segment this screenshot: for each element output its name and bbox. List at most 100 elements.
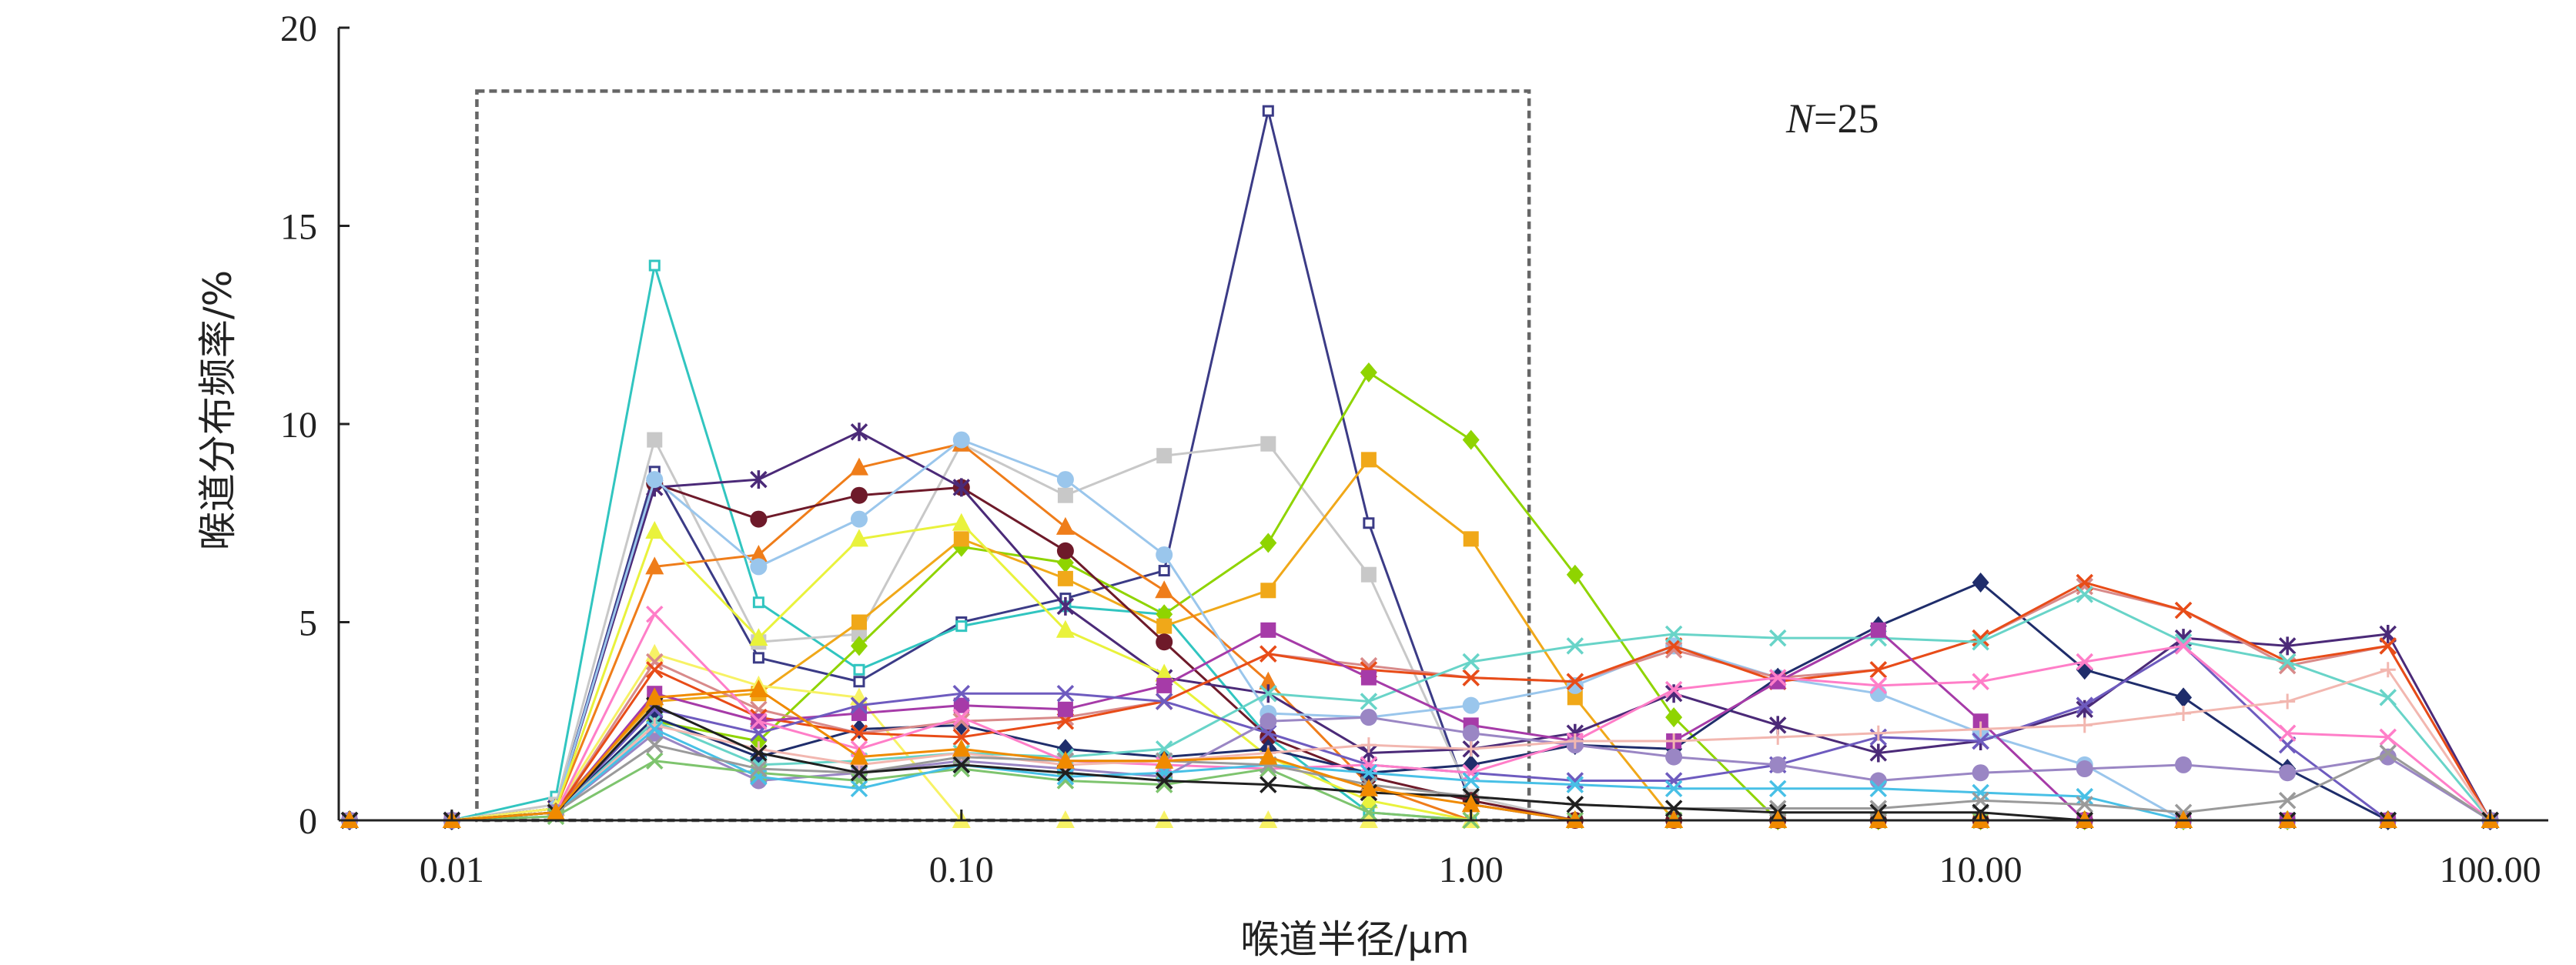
data-point	[851, 614, 867, 630]
data-point	[1664, 780, 1683, 798]
data-point	[2379, 637, 2397, 655]
data-point	[1769, 800, 1787, 817]
data-point	[850, 724, 868, 742]
data-point	[1869, 676, 1888, 695]
data-point	[1870, 622, 1886, 638]
data-point	[1057, 487, 1073, 503]
data-point	[1057, 570, 1073, 586]
data-point	[952, 708, 971, 726]
data-point	[1972, 713, 1989, 730]
data-point	[1769, 629, 1787, 647]
data-point	[646, 752, 664, 770]
data-point	[849, 529, 868, 547]
data-point	[1972, 629, 1989, 647]
data-point	[1869, 661, 1888, 679]
data-point	[1870, 725, 1886, 741]
data-point	[1462, 669, 1480, 686]
data-point	[1259, 746, 1278, 765]
y-axis-title: 喉道分布频率/%	[196, 270, 240, 550]
data-point	[2379, 748, 2397, 766]
data-point	[1260, 436, 1276, 452]
data-point	[1360, 452, 1377, 468]
data-point	[849, 746, 868, 765]
data-point	[646, 605, 664, 623]
data-point	[1869, 743, 1888, 763]
data-point	[1972, 764, 1989, 782]
data-point	[752, 652, 764, 664]
data-point	[1972, 783, 1989, 802]
x-tick-label: 0.10	[929, 850, 994, 890]
data-point	[952, 728, 971, 746]
series-line	[350, 743, 2491, 822]
data-point	[1363, 517, 1375, 529]
data-point	[1260, 645, 1277, 663]
data-point	[1155, 580, 1174, 599]
x-tick-label: 1.00	[1439, 850, 1504, 890]
data-point	[1462, 429, 1480, 450]
data-point	[1461, 794, 1480, 813]
data-point	[1972, 732, 1989, 750]
data-point	[1359, 778, 1378, 796]
series-4	[341, 362, 2499, 830]
data-point	[850, 510, 868, 528]
data-point	[1360, 709, 1377, 726]
data-point	[1770, 729, 1786, 745]
data-point	[2278, 653, 2297, 671]
data-point	[1463, 531, 1479, 547]
data-point	[2379, 728, 2397, 746]
data-point	[645, 521, 664, 539]
data-point	[2076, 796, 2093, 813]
data-point	[2379, 744, 2397, 762]
data-point	[2279, 764, 2297, 782]
series-line	[350, 613, 2491, 822]
data-point	[2379, 689, 2397, 706]
data-point	[1664, 641, 1683, 659]
data-point	[1055, 516, 1075, 535]
data-point	[750, 713, 768, 730]
data-point	[749, 680, 768, 698]
data-point	[1462, 724, 1480, 742]
data-point	[1665, 707, 1683, 728]
data-point	[1155, 750, 1174, 769]
data-point	[1360, 737, 1377, 753]
data-point	[645, 643, 664, 662]
data-point	[1158, 565, 1170, 577]
x-axis-title: 喉道半径/μm	[1240, 917, 1469, 962]
data-point	[853, 663, 865, 676]
data-point	[752, 596, 764, 609]
data-point	[1666, 733, 1682, 749]
data-point	[1260, 713, 1277, 730]
data-point	[749, 628, 768, 646]
data-point	[1056, 542, 1074, 559]
data-point	[1664, 772, 1683, 790]
y-tick-label: 10	[280, 405, 317, 446]
series-5	[342, 452, 2498, 828]
data-point	[1155, 772, 1173, 790]
data-point	[1769, 669, 1787, 686]
data-point	[646, 471, 664, 489]
data-point	[1155, 693, 1173, 710]
x-tick-label: 0.01	[420, 850, 484, 890]
data-point	[850, 636, 868, 656]
data-point	[850, 763, 868, 782]
data-point	[1055, 750, 1075, 769]
data-point	[1360, 693, 1378, 710]
y-tick-label: 0	[299, 801, 317, 842]
data-point	[952, 739, 971, 757]
data-point	[750, 768, 768, 786]
sample-count-annotation: N=25	[1785, 95, 1879, 142]
data-point	[1360, 756, 1378, 774]
data-point	[1055, 619, 1075, 638]
series-line	[350, 371, 2491, 822]
data-point	[1156, 677, 1173, 693]
data-point	[953, 697, 969, 713]
data-point	[2076, 586, 2093, 603]
data-point	[750, 760, 768, 778]
series-15	[340, 586, 2499, 830]
data-point	[1567, 733, 1583, 749]
data-point	[1156, 546, 1173, 563]
data-point	[853, 676, 865, 688]
sample-count-var: N	[1785, 95, 1816, 142]
data-point	[2076, 577, 2093, 596]
series-line	[350, 430, 2491, 822]
